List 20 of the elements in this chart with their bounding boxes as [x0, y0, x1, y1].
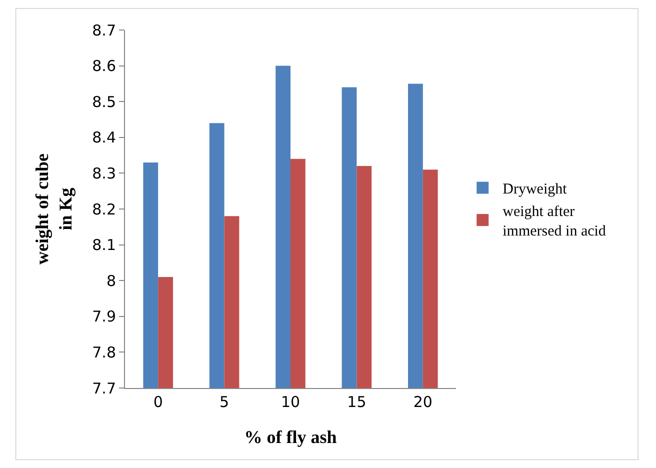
- x-tick-label: 0: [153, 393, 163, 411]
- y-tick-label: 8.7: [92, 21, 116, 40]
- x-tick-label: 5: [220, 393, 230, 411]
- y-axis-title: weight of cube in Kg: [32, 154, 76, 264]
- legend-label: weight after immersed in acid: [502, 204, 606, 240]
- x-tick-label: 20: [413, 393, 432, 411]
- y-tick-label: 8.3: [92, 164, 116, 182]
- y-tick-label: 8.6: [92, 57, 116, 76]
- y-tick-label: 8.4: [92, 128, 116, 147]
- x-axis-title: % of fly ash: [244, 427, 337, 448]
- legend-label: Dryweight: [502, 182, 568, 198]
- y-tick-label: 7.7: [92, 379, 116, 398]
- y-tick-label: 8.2: [92, 200, 116, 218]
- y-tick-label: 8: [106, 272, 116, 290]
- y-tick-label: 8.1: [92, 236, 116, 254]
- y-tick-label: 7.9: [92, 308, 116, 326]
- y-tick-label: 8.5: [92, 92, 116, 111]
- x-tick-label: 15: [347, 393, 366, 411]
- x-tick-label: 10: [280, 393, 300, 411]
- y-tick-label: 7.8: [92, 343, 116, 362]
